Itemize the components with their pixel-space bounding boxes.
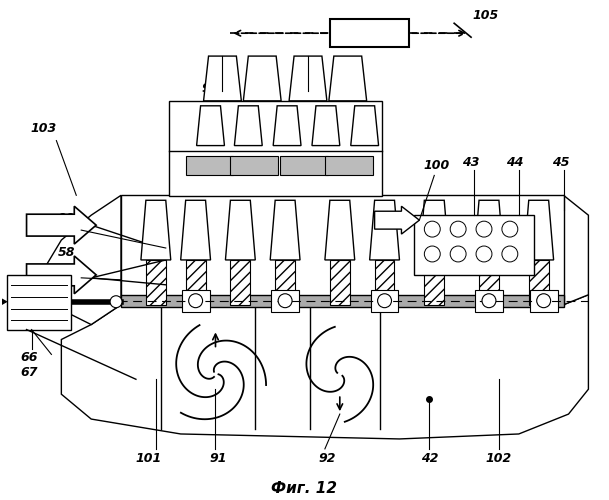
Circle shape — [424, 246, 440, 262]
Bar — [475, 290, 503, 312]
Bar — [186, 156, 233, 176]
Polygon shape — [62, 294, 588, 439]
Circle shape — [476, 221, 492, 237]
Text: 43: 43 — [462, 156, 480, 169]
Text: 91: 91 — [209, 452, 227, 466]
Polygon shape — [0, 292, 7, 312]
Polygon shape — [351, 106, 379, 146]
Text: 44: 44 — [506, 156, 524, 169]
Bar — [230, 260, 250, 304]
Polygon shape — [181, 200, 211, 260]
Circle shape — [476, 246, 492, 262]
Polygon shape — [524, 200, 554, 260]
Circle shape — [110, 296, 122, 308]
Circle shape — [424, 221, 440, 237]
Circle shape — [502, 221, 518, 237]
Polygon shape — [273, 106, 301, 146]
Polygon shape — [563, 196, 588, 304]
Polygon shape — [289, 56, 327, 101]
Text: 102: 102 — [486, 452, 512, 466]
Bar — [414, 215, 533, 275]
Bar — [530, 290, 558, 312]
Circle shape — [450, 246, 466, 262]
Bar — [529, 260, 549, 304]
Polygon shape — [325, 200, 354, 260]
Bar — [375, 260, 395, 304]
Bar — [146, 260, 166, 304]
Circle shape — [189, 294, 203, 308]
Polygon shape — [329, 56, 367, 101]
Text: 45: 45 — [552, 156, 569, 169]
Bar — [330, 260, 350, 304]
Polygon shape — [46, 196, 121, 324]
Polygon shape — [270, 200, 300, 260]
Bar — [169, 101, 382, 196]
Polygon shape — [474, 200, 504, 260]
Polygon shape — [370, 200, 400, 260]
Bar — [275, 260, 295, 304]
Text: 92: 92 — [318, 452, 336, 466]
FancyArrow shape — [27, 206, 96, 244]
Polygon shape — [244, 56, 281, 101]
Bar — [186, 260, 206, 304]
Bar — [479, 260, 499, 304]
Text: 100: 100 — [423, 159, 449, 172]
Circle shape — [450, 221, 466, 237]
FancyArrow shape — [27, 256, 96, 294]
Polygon shape — [234, 106, 262, 146]
Circle shape — [537, 294, 551, 308]
Text: 105: 105 — [473, 9, 499, 22]
Circle shape — [482, 294, 496, 308]
Circle shape — [502, 246, 518, 262]
Polygon shape — [420, 200, 449, 260]
Text: 98: 98 — [301, 82, 319, 96]
Circle shape — [378, 294, 392, 308]
Bar — [330, 20, 409, 47]
Polygon shape — [225, 200, 255, 260]
Text: 42: 42 — [421, 452, 438, 466]
Polygon shape — [312, 106, 340, 146]
Bar — [325, 156, 373, 176]
Bar — [371, 290, 398, 312]
Text: 104: 104 — [356, 26, 383, 40]
Bar — [230, 156, 278, 176]
Text: 101: 101 — [136, 452, 162, 466]
Text: 67: 67 — [21, 366, 38, 379]
Bar — [121, 294, 563, 306]
Text: 103: 103 — [30, 122, 57, 135]
Polygon shape — [197, 106, 225, 146]
FancyArrow shape — [375, 206, 420, 234]
Bar — [280, 156, 328, 176]
Bar — [121, 196, 563, 304]
Bar — [181, 290, 209, 312]
Circle shape — [278, 294, 292, 308]
Polygon shape — [141, 200, 171, 260]
Text: 99: 99 — [58, 212, 75, 224]
Bar — [424, 260, 444, 304]
Text: 97: 97 — [202, 82, 219, 96]
Bar — [7, 275, 71, 330]
Text: 66: 66 — [21, 351, 38, 364]
Text: Фиг. 12: Фиг. 12 — [271, 481, 337, 496]
Text: 58: 58 — [58, 246, 75, 260]
Bar — [271, 290, 299, 312]
Polygon shape — [203, 56, 241, 101]
